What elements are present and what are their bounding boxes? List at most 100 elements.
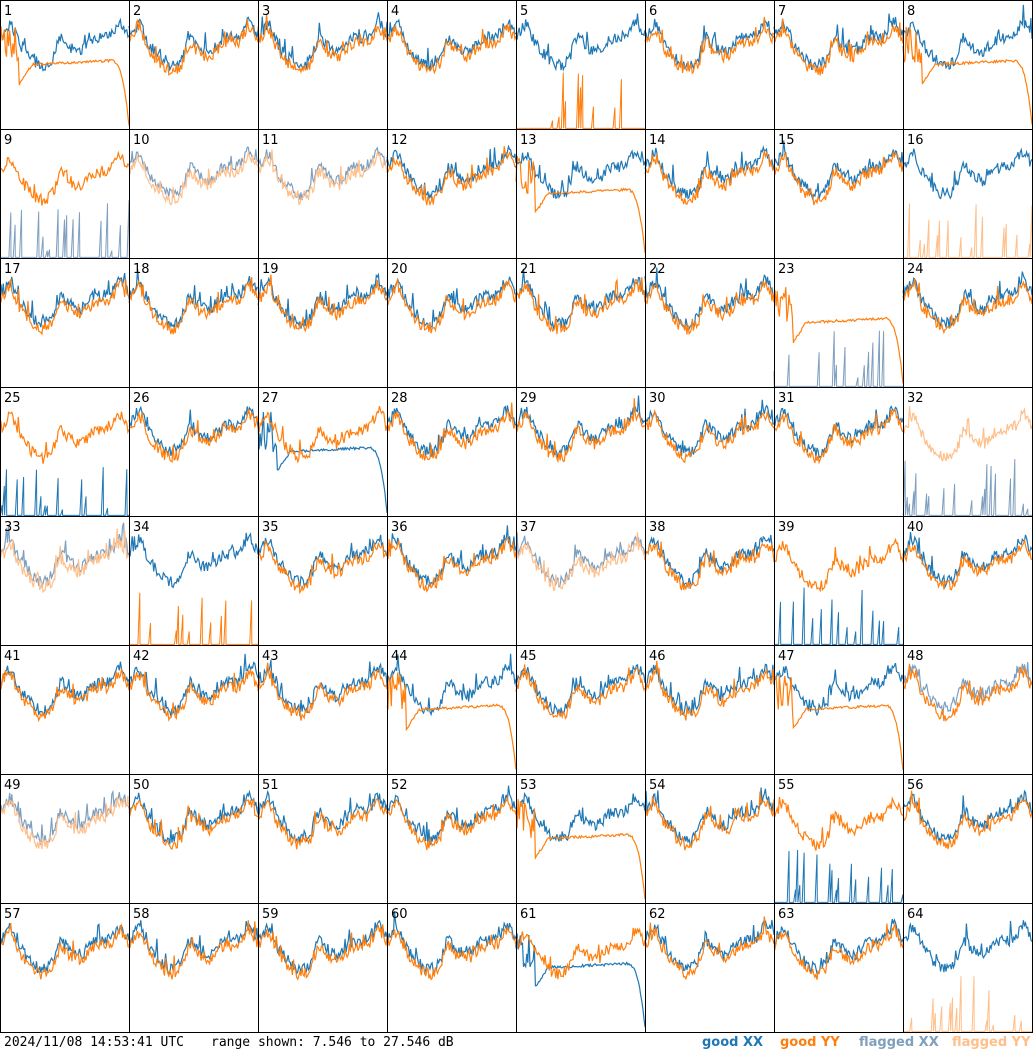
panel-26-frame <box>129 387 259 517</box>
panel-63-yy-trace <box>773 922 904 980</box>
panel-28-frame <box>387 387 517 517</box>
panel-56-xx-trace <box>902 789 1033 844</box>
panel-49-frame <box>0 774 130 904</box>
panel-37-label: 37 <box>520 520 537 535</box>
panel-23-label: 23 <box>778 262 795 277</box>
panel-17: 17 <box>0 258 130 388</box>
panel-33: 33 <box>0 516 130 646</box>
panel-26-yy-trace <box>128 408 259 463</box>
panel-48-xx-trace <box>902 661 1033 716</box>
panel-12-frame <box>387 129 517 259</box>
panel-11-label: 11 <box>262 133 279 148</box>
panel-31-xx-trace <box>773 405 904 459</box>
panel-4-yy-trace <box>386 23 517 75</box>
panel-15-xx-trace <box>773 140 904 201</box>
panel-63-label: 63 <box>778 907 795 922</box>
panel-46-label: 46 <box>649 649 666 664</box>
panel-44-yy-trace <box>386 672 517 770</box>
panel-23: 23 <box>773 258 904 388</box>
panel-54-yy-trace <box>644 791 775 851</box>
panel-48: 48 <box>902 645 1033 775</box>
panel-48-yy-trace <box>902 663 1033 722</box>
panel-59-yy-trace <box>257 924 388 981</box>
panel-46-yy-trace <box>644 661 775 721</box>
panel-1: 1 <box>0 0 130 130</box>
panel-41-yy-trace <box>0 668 130 723</box>
panel-58-yy-trace <box>128 920 259 980</box>
panel-59-label: 59 <box>262 907 279 922</box>
panel-35: 35 <box>257 516 388 646</box>
panel-40-label: 40 <box>907 520 924 535</box>
panel-20-frame <box>387 258 517 388</box>
panel-52-frame <box>387 774 517 904</box>
panel-7-label: 7 <box>778 4 786 19</box>
panel-14: 14 <box>644 129 775 259</box>
panel-63: 63 <box>773 903 904 1033</box>
panel-4-xx-trace <box>386 18 517 71</box>
panel-52-label: 52 <box>391 778 408 793</box>
panel-13-frame <box>516 129 646 259</box>
panel-25-xx-trace <box>0 467 130 516</box>
panel-62-frame <box>645 903 775 1033</box>
panel-13: 13 <box>515 129 646 259</box>
panel-30-xx-trace <box>644 399 775 458</box>
panel-55: 55 <box>773 774 904 904</box>
panel-16-xx-trace <box>902 147 1033 200</box>
legend-flagged-yy: flagged YY <box>952 1035 1031 1050</box>
panel-45: 45 <box>515 645 646 775</box>
panel-54: 54 <box>644 774 775 904</box>
panel-21-frame <box>516 258 646 388</box>
panel-15: 15 <box>773 129 904 259</box>
panel-32: 32 <box>902 387 1033 517</box>
panel-8: 8 <box>902 0 1033 130</box>
panel-58: 58 <box>128 903 259 1033</box>
panel-15-yy-trace <box>774 151 904 206</box>
panel-34-frame <box>129 516 259 646</box>
panel-12-xx-trace <box>386 144 517 199</box>
panel-26-label: 26 <box>133 391 150 406</box>
panel-47: 47 <box>773 645 904 775</box>
panel-27-label: 27 <box>262 391 279 406</box>
panel-6: 6 <box>644 0 775 130</box>
panel-52-xx-trace <box>386 785 517 846</box>
panel-48-frame <box>903 645 1033 775</box>
panel-60-yy-trace <box>386 926 517 981</box>
panel-18-yy-trace <box>128 277 259 335</box>
range-label: range shown: 7.546 to 27.546 dB <box>211 1035 454 1050</box>
timestamp: 2024/11/08 14:53:41 UTC <box>4 1035 185 1050</box>
panel-2-frame <box>129 0 259 130</box>
panel-47-label: 47 <box>778 649 795 664</box>
panel-57: 57 <box>0 903 130 1033</box>
panel-37-yy-trace <box>515 532 646 592</box>
panel-56-label: 56 <box>907 778 924 793</box>
panel-60-frame <box>387 903 517 1033</box>
panel-39-xx-trace <box>774 587 904 645</box>
panel-3-xx-trace <box>257 12 388 69</box>
panel-25-yy-trace <box>0 411 130 464</box>
panel-1-frame <box>0 0 130 130</box>
panel-1-yy-trace <box>0 26 130 126</box>
panel-17-frame <box>0 258 130 388</box>
panel-27-xx-trace <box>257 411 388 513</box>
panel-62-label: 62 <box>649 907 666 922</box>
panel-8-yy-trace <box>902 26 1033 125</box>
panel-53-xx-trace <box>515 791 646 842</box>
panel-42-label: 42 <box>133 649 150 664</box>
panel-43-yy-trace <box>257 662 388 721</box>
panel-29: 29 <box>515 387 646 517</box>
panel-59: 59 <box>257 903 388 1033</box>
legend-good-xx: good XX <box>702 1035 764 1050</box>
panel-51-yy-trace <box>257 798 388 850</box>
panel-19-frame <box>258 258 388 388</box>
panel-26: 26 <box>128 387 259 517</box>
panel-3-yy-trace <box>257 14 388 74</box>
panel-21-yy-trace <box>515 277 646 335</box>
panel-1-label: 1 <box>4 4 12 19</box>
panel-20-xx-trace <box>386 276 517 332</box>
panel-41: 41 <box>0 645 130 775</box>
panel-60-label: 60 <box>391 907 408 922</box>
panel-12-label: 12 <box>391 133 408 148</box>
panel-7-frame <box>774 0 904 130</box>
panel-36-yy-trace <box>386 537 517 593</box>
panel-46: 46 <box>644 645 775 775</box>
